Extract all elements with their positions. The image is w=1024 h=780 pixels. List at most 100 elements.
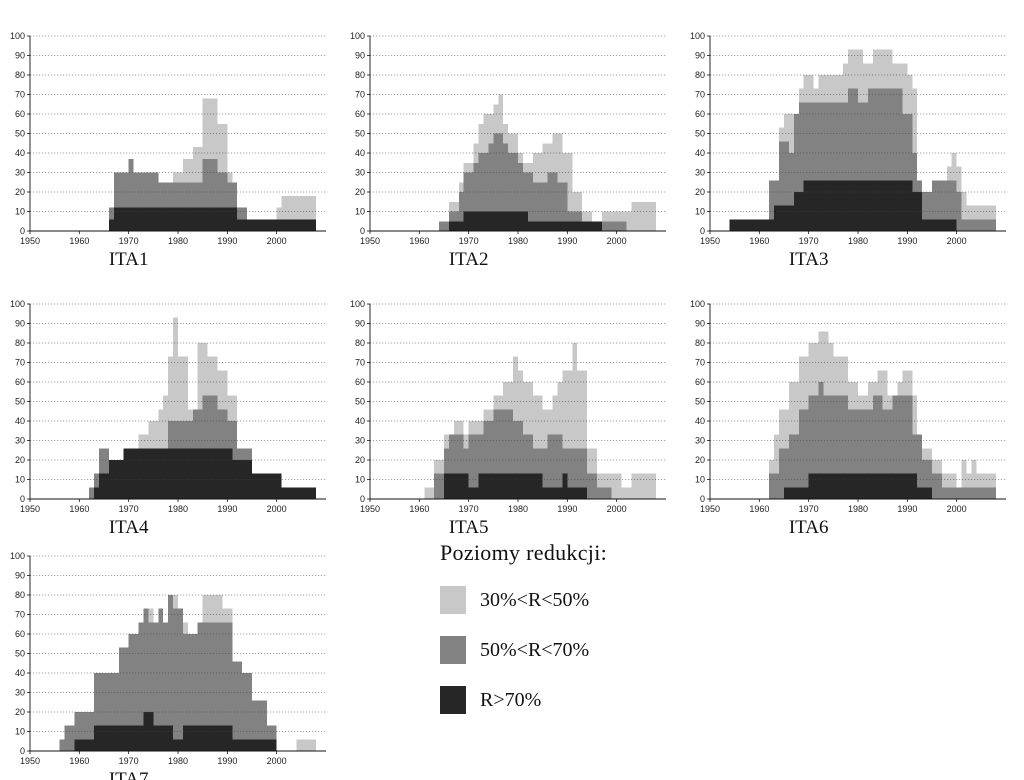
bar-segment bbox=[148, 622, 154, 751]
bar-segment bbox=[252, 473, 282, 499]
bar-segment bbox=[803, 180, 913, 231]
y-tick-label: 60 bbox=[695, 377, 705, 387]
bar-segment bbox=[547, 172, 558, 231]
y-tick-label: 90 bbox=[695, 319, 705, 329]
y-tick-label: 40 bbox=[695, 148, 705, 158]
y-tick-label: 20 bbox=[355, 187, 365, 197]
bar-segment bbox=[774, 205, 794, 231]
bar-segment bbox=[779, 448, 789, 499]
y-tick-label: 40 bbox=[15, 416, 25, 426]
y-tick-label: 70 bbox=[15, 358, 25, 368]
legend-swatch-light bbox=[440, 586, 466, 614]
y-tick-label: 0 bbox=[700, 494, 705, 504]
bar-segment bbox=[616, 221, 627, 231]
y-tick-label: 20 bbox=[695, 187, 705, 197]
series-3 bbox=[729, 180, 957, 231]
chart-title: ITA2 bbox=[449, 249, 489, 270]
y-tick-label: 80 bbox=[15, 70, 25, 80]
bar-segment bbox=[128, 634, 139, 751]
bar-segment bbox=[138, 622, 144, 751]
bar-segment bbox=[562, 370, 573, 499]
y-tick-label: 80 bbox=[15, 590, 25, 600]
bar-segment bbox=[798, 102, 809, 231]
x-tick-label: 1990 bbox=[217, 236, 237, 246]
y-tick-label: 20 bbox=[15, 455, 25, 465]
bar-segment bbox=[729, 219, 775, 231]
series-2 bbox=[439, 133, 627, 231]
y-tick-label: 50 bbox=[355, 129, 365, 139]
x-tick-label: 1990 bbox=[897, 236, 917, 246]
x-tick-label: 1970 bbox=[799, 504, 819, 514]
y-tick-label: 90 bbox=[695, 51, 705, 61]
x-tick-label: 1950 bbox=[20, 504, 40, 514]
y-tick-label: 80 bbox=[695, 70, 705, 80]
y-tick-label: 40 bbox=[15, 668, 25, 678]
bar-segment bbox=[527, 221, 602, 231]
x-tick-label: 2000 bbox=[267, 504, 287, 514]
bar-segment bbox=[227, 622, 233, 751]
bar-segment bbox=[518, 162, 523, 231]
y-tick-label: 10 bbox=[695, 475, 705, 485]
bar-segment bbox=[932, 473, 942, 499]
y-tick-label: 70 bbox=[15, 90, 25, 100]
bar-segment bbox=[808, 102, 819, 231]
bar-segment bbox=[567, 487, 588, 499]
bar-segment bbox=[823, 395, 834, 499]
y-tick-label: 90 bbox=[15, 571, 25, 581]
y-tick-label: 0 bbox=[360, 226, 365, 236]
y-tick-label: 0 bbox=[20, 494, 25, 504]
bar-segment bbox=[912, 434, 923, 499]
y-tick-label: 60 bbox=[695, 109, 705, 119]
bar-segment bbox=[503, 143, 509, 231]
bar-segment bbox=[971, 460, 977, 499]
bar-segment bbox=[463, 211, 528, 231]
y-tick-label: 0 bbox=[20, 746, 25, 756]
chart-title: ITA5 bbox=[449, 517, 489, 538]
bar-segment bbox=[532, 182, 548, 231]
bar-segment bbox=[94, 473, 100, 499]
x-tick-label: 1970 bbox=[799, 236, 819, 246]
x-tick-label: 1980 bbox=[848, 236, 868, 246]
y-tick-label: 50 bbox=[695, 129, 705, 139]
y-tick-label: 80 bbox=[15, 338, 25, 348]
bar-segment bbox=[483, 421, 494, 499]
legend: Poziomy redukcji: 30%<R<50% 50%<R<70% R>… bbox=[440, 540, 607, 734]
bar-segment bbox=[94, 725, 144, 751]
y-tick-label: 50 bbox=[355, 397, 365, 407]
bar-segment bbox=[217, 172, 228, 231]
y-tick-label: 100 bbox=[10, 31, 25, 41]
series-3 bbox=[444, 473, 588, 499]
x-tick-label: 1950 bbox=[20, 756, 40, 766]
y-tick-label: 100 bbox=[690, 31, 705, 41]
bar-segment bbox=[266, 725, 277, 751]
y-tick-label: 70 bbox=[355, 358, 365, 368]
bar-segment bbox=[182, 634, 188, 751]
bar-segment bbox=[94, 487, 100, 499]
x-tick-label: 1960 bbox=[749, 504, 769, 514]
series-3 bbox=[108, 207, 317, 231]
bar-segment bbox=[173, 608, 183, 751]
y-tick-label: 10 bbox=[355, 475, 365, 485]
y-tick-label: 10 bbox=[695, 207, 705, 217]
x-tick-label: 2000 bbox=[607, 236, 627, 246]
legend-label: 30%<R<50% bbox=[480, 588, 590, 611]
bar-segment bbox=[99, 473, 109, 499]
bar-segment bbox=[833, 395, 849, 499]
y-tick-label: 40 bbox=[695, 416, 705, 426]
bar-segment bbox=[769, 473, 780, 499]
bar-segment bbox=[779, 141, 789, 231]
bar-segment bbox=[493, 133, 504, 231]
y-tick-label: 90 bbox=[15, 51, 25, 61]
x-tick-label: 1960 bbox=[409, 236, 429, 246]
x-tick-label: 1960 bbox=[69, 504, 89, 514]
bar-segment bbox=[557, 182, 568, 231]
y-tick-label: 40 bbox=[355, 148, 365, 158]
bar-segment bbox=[473, 162, 479, 231]
bar-segment bbox=[542, 487, 563, 499]
bar-segment bbox=[601, 221, 617, 231]
bar-segment bbox=[922, 219, 957, 231]
bar-segment bbox=[621, 487, 632, 499]
x-tick-label: 1970 bbox=[119, 756, 139, 766]
y-tick-label: 30 bbox=[15, 436, 25, 446]
bar-segment bbox=[808, 473, 918, 499]
